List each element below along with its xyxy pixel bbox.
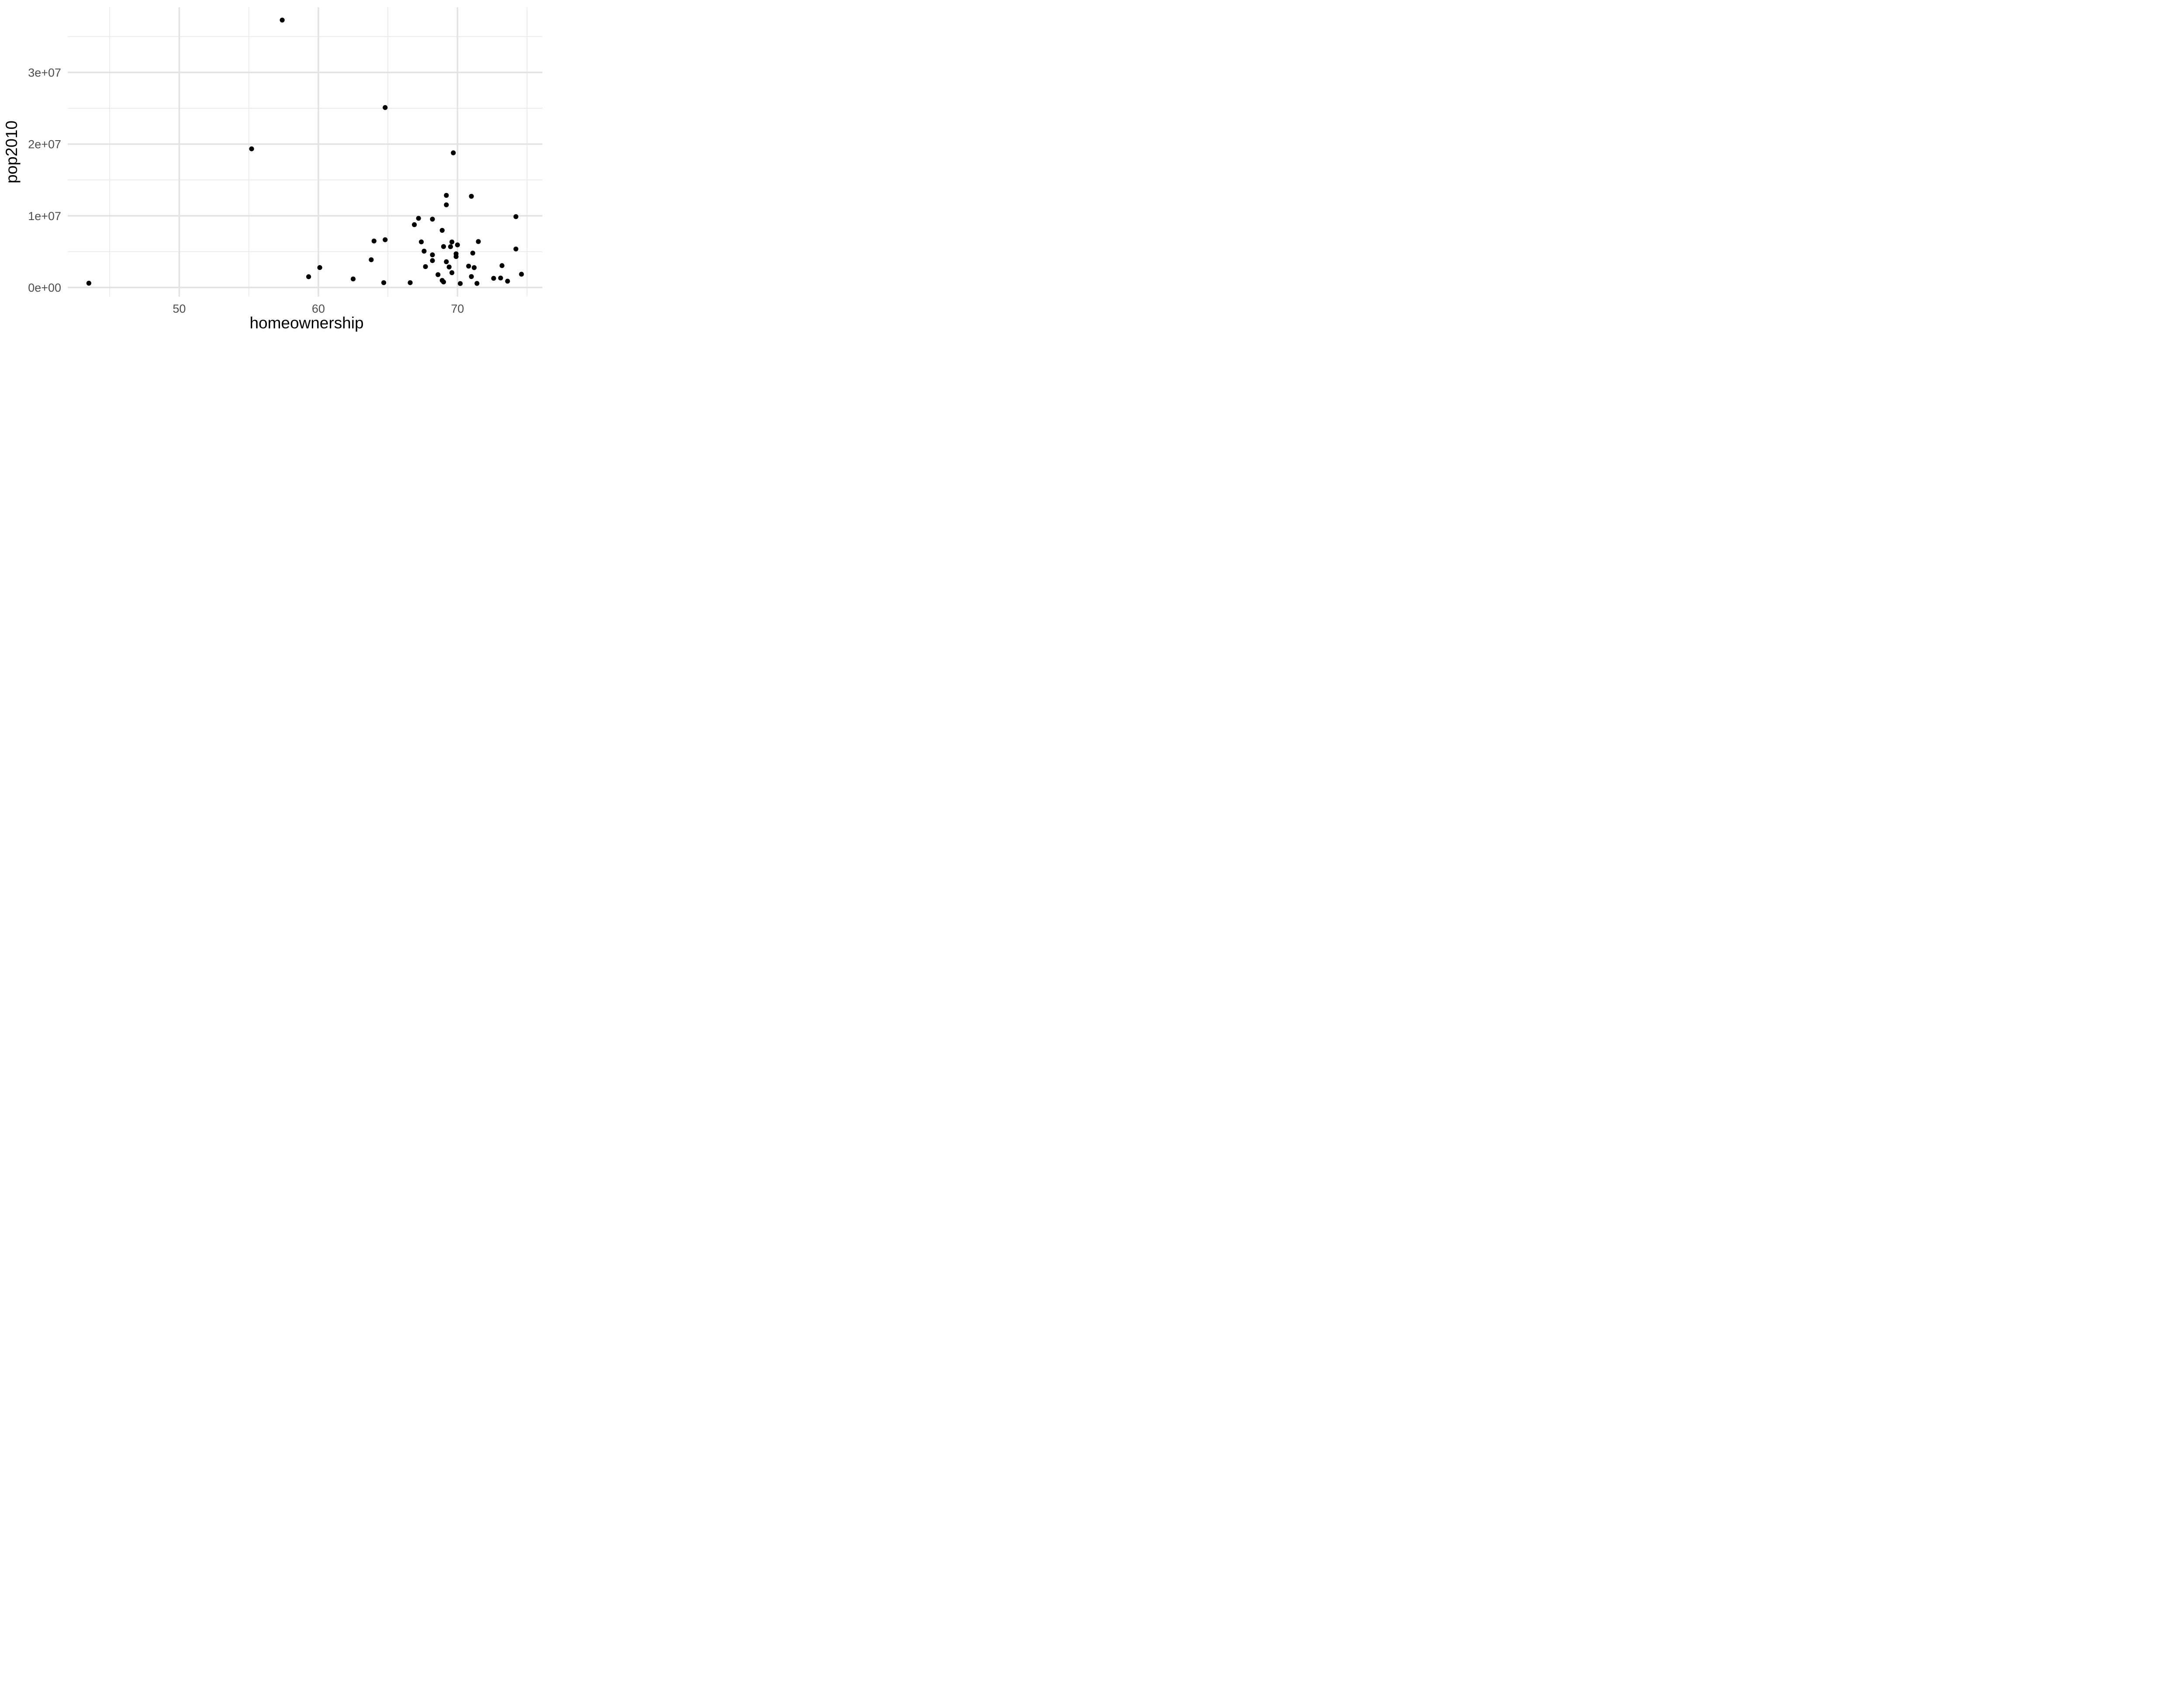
- data-point: [446, 264, 452, 269]
- data-point: [449, 239, 455, 245]
- data-point: [453, 254, 459, 259]
- data-point: [381, 280, 387, 285]
- data-point: [458, 281, 463, 286]
- y-tick-label: 3e+07: [28, 66, 61, 79]
- data-point: [430, 217, 435, 222]
- data-point: [466, 263, 471, 269]
- plot-canvas: 50 60 70 0e+00 1e+07 2e+07 3e+07 homeownershi…: [0, 0, 550, 340]
- data-point: [86, 280, 92, 286]
- data-point: [441, 279, 446, 285]
- x-tick-label: 50: [173, 302, 186, 315]
- data-point: [470, 250, 475, 256]
- data-point: [513, 214, 518, 219]
- data-point: [444, 193, 449, 198]
- data-point: [383, 105, 388, 110]
- data-point: [369, 257, 374, 262]
- data-point: [280, 17, 285, 23]
- data-point: [422, 248, 427, 254]
- data-point: [519, 272, 524, 277]
- data-point: [505, 279, 510, 284]
- data-point: [476, 239, 481, 244]
- data-point: [498, 276, 503, 281]
- data-point: [306, 274, 311, 279]
- data-point: [383, 237, 388, 242]
- y-axis-title: pop2010: [3, 121, 21, 183]
- data-point: [423, 264, 428, 269]
- data-point: [448, 244, 453, 249]
- data-point: [469, 193, 474, 199]
- x-axis-title: homeownership: [249, 314, 363, 332]
- y-axis-tick-labels: 0e+00 1e+07 2e+07 3e+07: [28, 66, 61, 294]
- data-point: [474, 281, 480, 286]
- data-point: [469, 274, 474, 279]
- major-gridlines: [68, 7, 543, 297]
- data-point: [471, 265, 477, 270]
- x-tick-label: 70: [451, 302, 464, 315]
- y-tick-label: 2e+07: [28, 138, 61, 151]
- data-point: [491, 276, 496, 281]
- data-point: [455, 242, 460, 248]
- data-point: [499, 263, 505, 268]
- data-point: [430, 252, 435, 258]
- data-point: [444, 202, 449, 207]
- data-point: [441, 244, 446, 249]
- x-axis-tick-labels: 50 60 70: [173, 302, 464, 315]
- minor-gridlines: [68, 7, 543, 297]
- scatter-plot-figure: 50 60 70 0e+00 1e+07 2e+07 3e+07 homeownershi…: [0, 0, 550, 340]
- data-point: [408, 280, 413, 285]
- data-point: [439, 228, 445, 233]
- data-point: [449, 270, 455, 276]
- data-point: [416, 216, 421, 221]
- data-point: [317, 265, 322, 270]
- data-point: [430, 258, 435, 263]
- data-point: [444, 259, 449, 265]
- data-point: [513, 246, 518, 252]
- data-point: [435, 272, 441, 277]
- data-point: [412, 222, 417, 228]
- data-point: [451, 150, 456, 155]
- data-point: [418, 239, 424, 245]
- data-point: [350, 276, 356, 282]
- data-point: [249, 146, 254, 152]
- data-points-layer: [86, 17, 524, 286]
- data-point: [371, 238, 377, 244]
- x-tick-label: 60: [312, 302, 325, 315]
- y-tick-label: 1e+07: [28, 210, 61, 223]
- y-tick-label: 0e+00: [28, 281, 61, 294]
